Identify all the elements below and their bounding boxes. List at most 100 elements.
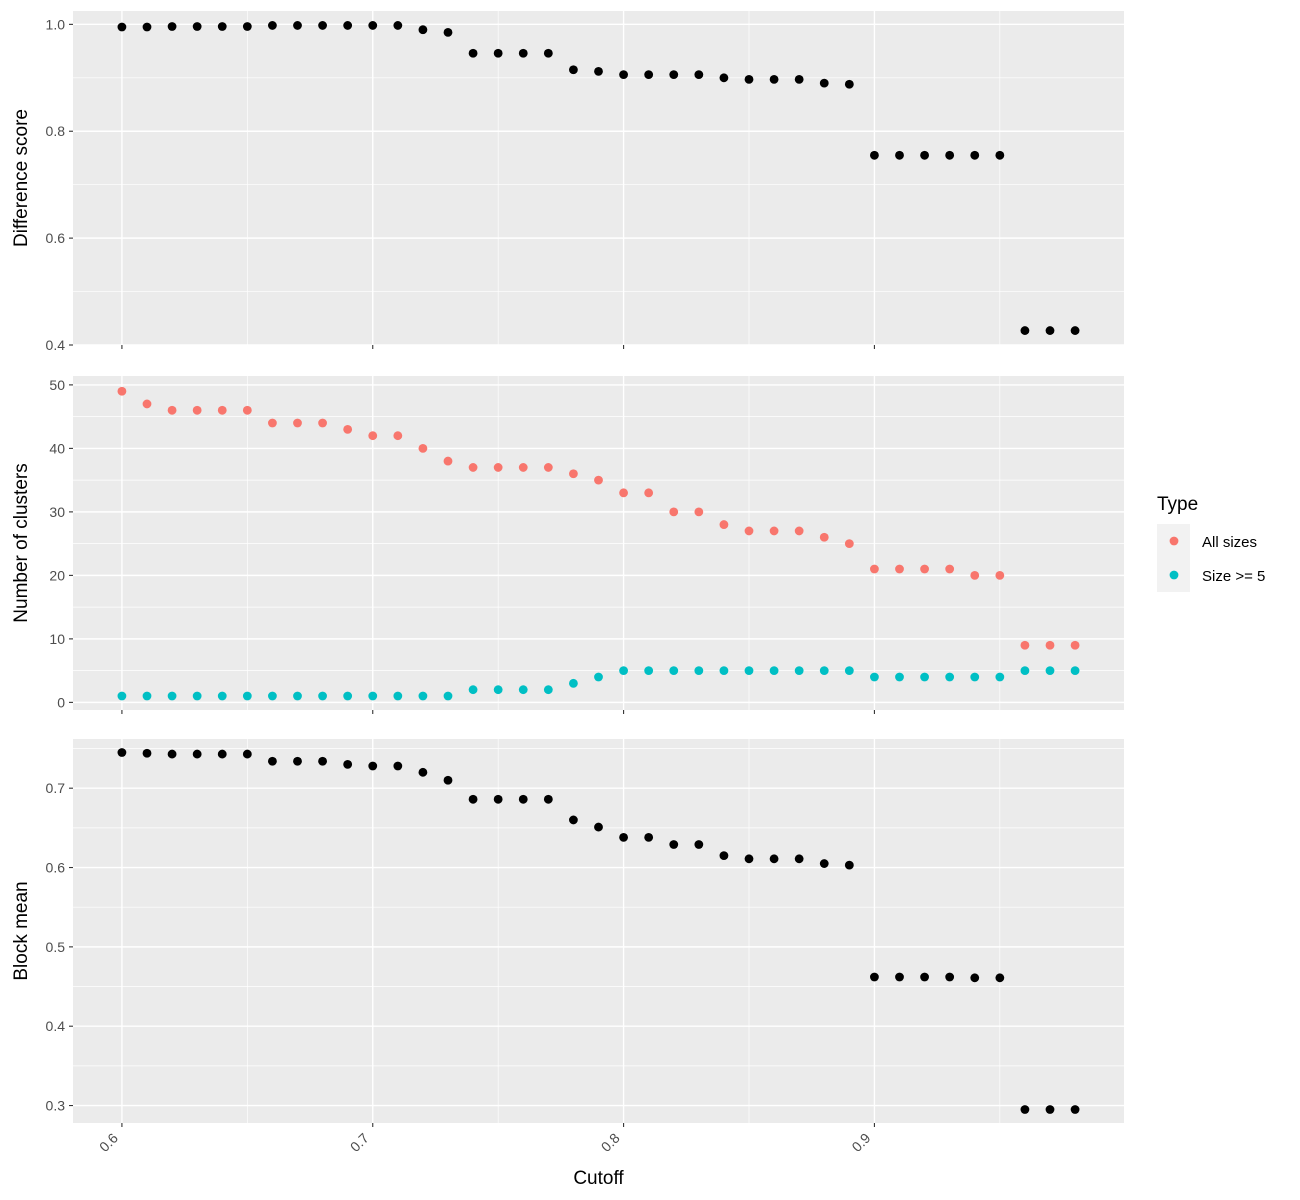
data-point <box>192 749 202 759</box>
y-tick-label: 50 <box>49 377 65 393</box>
data-point <box>167 22 177 31</box>
data-point <box>1045 640 1055 650</box>
data-point <box>418 767 428 777</box>
data-point <box>117 691 127 701</box>
data-point <box>393 431 403 441</box>
data-point <box>694 70 704 79</box>
data-point <box>393 691 403 701</box>
data-point <box>619 70 628 79</box>
data-point <box>669 70 679 79</box>
data-point <box>945 672 955 682</box>
data-point <box>418 25 428 35</box>
data-point <box>1070 326 1080 335</box>
legend-label: All sizes <box>1202 534 1257 551</box>
data-point <box>995 570 1005 580</box>
data-point <box>368 691 378 701</box>
data-point <box>694 840 704 849</box>
y-tick-label: 40 <box>49 440 65 456</box>
data-point <box>343 21 353 30</box>
data-point <box>744 526 754 536</box>
data-point <box>619 488 628 498</box>
data-point <box>844 860 854 870</box>
data-point <box>543 463 553 472</box>
data-point <box>794 75 804 84</box>
data-point <box>1020 326 1030 335</box>
data-point <box>318 756 327 766</box>
panel-background <box>73 376 1124 710</box>
data-point <box>870 564 879 574</box>
x-axis-title: Cutoff <box>573 1168 624 1189</box>
data-point <box>844 539 854 549</box>
legend-marker <box>1169 536 1179 546</box>
data-point <box>293 691 302 701</box>
data-point <box>443 775 453 785</box>
data-point <box>443 691 453 701</box>
data-point <box>569 815 578 825</box>
data-point <box>644 832 654 842</box>
data-point <box>518 463 528 472</box>
data-point <box>117 748 127 757</box>
data-point <box>594 66 603 76</box>
data-point <box>493 463 503 472</box>
data-point <box>569 469 578 479</box>
data-point <box>844 79 854 89</box>
data-point <box>142 22 152 32</box>
data-point <box>293 418 302 428</box>
data-point <box>418 691 428 701</box>
data-point <box>995 150 1005 160</box>
data-point <box>1020 666 1030 676</box>
data-point <box>443 27 453 37</box>
data-point <box>368 21 378 30</box>
data-point <box>543 794 553 804</box>
data-point <box>167 749 177 759</box>
data-point <box>293 21 302 30</box>
panel-background <box>73 739 1124 1123</box>
y-tick-label: 0.7 <box>46 780 66 796</box>
data-point <box>945 150 955 160</box>
y-axis-title: Difference score <box>11 109 32 247</box>
data-point <box>418 443 428 453</box>
data-point <box>167 405 177 415</box>
data-point <box>819 532 829 542</box>
data-point <box>920 972 929 982</box>
data-point <box>192 691 202 701</box>
y-tick-label: 0.6 <box>46 860 66 876</box>
panel-1: 0.4 0.6 0.8 1.0 Difference score <box>11 11 1124 353</box>
data-point <box>819 78 829 88</box>
data-point <box>769 666 779 676</box>
x-tick-label: 0.9 <box>848 1130 873 1155</box>
x-tick-label: 0.7 <box>347 1130 372 1155</box>
data-point <box>669 507 679 517</box>
data-point <box>895 564 904 574</box>
data-point <box>694 507 704 517</box>
data-point <box>242 405 252 415</box>
data-point <box>569 678 578 688</box>
data-point <box>518 794 528 804</box>
data-point <box>744 75 754 84</box>
data-point <box>819 666 829 676</box>
data-point <box>318 21 327 30</box>
data-point <box>217 691 227 701</box>
data-point <box>1045 1105 1055 1114</box>
panel-background <box>73 11 1124 345</box>
data-point <box>744 854 754 864</box>
data-point <box>895 672 904 682</box>
data-point <box>970 672 980 682</box>
data-point <box>493 685 503 695</box>
data-point <box>769 75 779 84</box>
data-point <box>117 22 127 32</box>
data-point <box>242 22 252 31</box>
data-point <box>142 748 152 758</box>
y-tick-label: 0.4 <box>46 337 66 353</box>
data-point <box>242 749 252 759</box>
data-point <box>268 691 277 701</box>
data-point <box>217 405 227 415</box>
data-point <box>543 48 553 58</box>
data-point <box>769 526 779 536</box>
legend-title: Type <box>1157 494 1198 515</box>
data-point <box>343 691 353 701</box>
data-point <box>945 564 955 574</box>
data-point <box>468 48 478 58</box>
data-point <box>794 666 804 676</box>
